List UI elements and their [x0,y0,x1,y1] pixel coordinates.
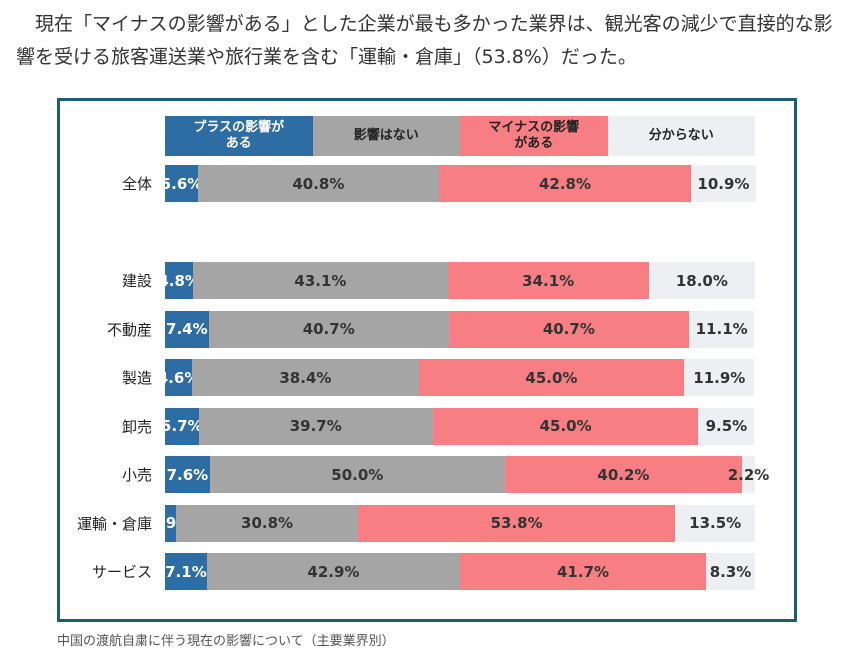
bar-segment [675,504,755,542]
bar-segment [176,504,358,542]
value-label: 5.7% [161,417,203,435]
value-label: 10.9% [697,174,750,193]
value-label: 38.4% [279,368,332,387]
category-label: 卸売 [121,417,152,436]
bar-segment [698,407,755,445]
value-label: 40.8% [292,174,345,193]
bar-segment [357,504,676,542]
value-label: 45.0% [525,368,578,387]
bar-segment [198,165,439,202]
value-label: 9.5% [705,417,748,435]
value-label: 7.4% [166,320,208,338]
value-label: 45.0% [539,417,592,435]
value-label: 42.9% [307,562,360,581]
value-label: 30.8% [241,514,294,532]
legend-item: 分からない [607,116,755,156]
category-label: サービス [91,563,152,581]
bar-segment [206,553,460,590]
bar-segment [688,310,755,348]
value-label: 5.6% [160,174,203,193]
bar-segment [648,262,755,299]
value-label: 8.3% [709,562,752,581]
bar-segment [691,165,756,202]
bar-segment [198,407,433,445]
bar-segment [432,407,699,445]
value-label: 7.6% [166,465,209,484]
value-label: 40.7% [542,320,595,338]
bar-segment [448,310,689,348]
bar-segment [438,165,692,202]
bar-segment [742,456,755,493]
category-label: 製造 [121,369,152,387]
bar-segment [165,407,199,445]
bar-segment [165,359,193,396]
bar-segment [193,262,448,299]
legend-item: プラスの影響がある [165,116,313,156]
value-label: 41.7% [556,562,610,581]
category-label: 小売 [121,466,152,484]
paragraph: 現在「マイナスの影響がある」とした企業が最も多かった業界は、観光客の減少で直接的… [16,13,833,68]
legend-item: 影響はない [312,116,460,156]
value-label: 40.2% [597,465,650,484]
value-label: 39.7% [289,417,342,435]
bar-segment [447,262,649,299]
bar-segment [460,553,707,590]
category-label: 運輸・倉庫 [76,514,152,533]
value-label: 43.1% [294,271,347,290]
value-label: 13.5% [689,514,742,532]
value-label: 11.9% [693,368,746,387]
bar-segment [209,456,505,493]
category-label: 不動産 [106,320,152,339]
value-label: 2.2% [727,465,770,484]
bar-segment [208,310,449,348]
bar-segment [706,553,755,590]
value-label: 18.0% [675,271,728,290]
value-label: 11.1% [695,320,748,338]
bar-segment [192,359,419,396]
bar-segment [165,456,210,493]
value-label: 7.1% [165,562,207,581]
value-label: 40.7% [302,320,355,338]
bar-segment [165,165,199,202]
value-label: 53.8% [490,514,543,532]
value-label: 42.8% [538,174,592,193]
value-label: 4.6% [157,368,200,387]
value-label: 4.8% [158,271,200,290]
bar-segment [418,359,685,396]
bar-segment [684,359,755,396]
bar-segment [165,553,207,590]
category-label: 建設 [121,272,152,290]
caption: 中国の渡航自粛に伴う現在の影響について（主要業界別） [57,634,395,649]
chart-frame [57,98,797,622]
value-label: 34.1% [522,271,575,290]
bar-segment [165,504,177,542]
bar-segment [504,456,742,493]
legend-item: マイナスの影響がある [460,116,608,156]
bar-segment [165,310,209,348]
value-label: 50.0% [331,465,384,484]
bar-segment [165,262,194,299]
category-label: 全体 [121,175,152,193]
